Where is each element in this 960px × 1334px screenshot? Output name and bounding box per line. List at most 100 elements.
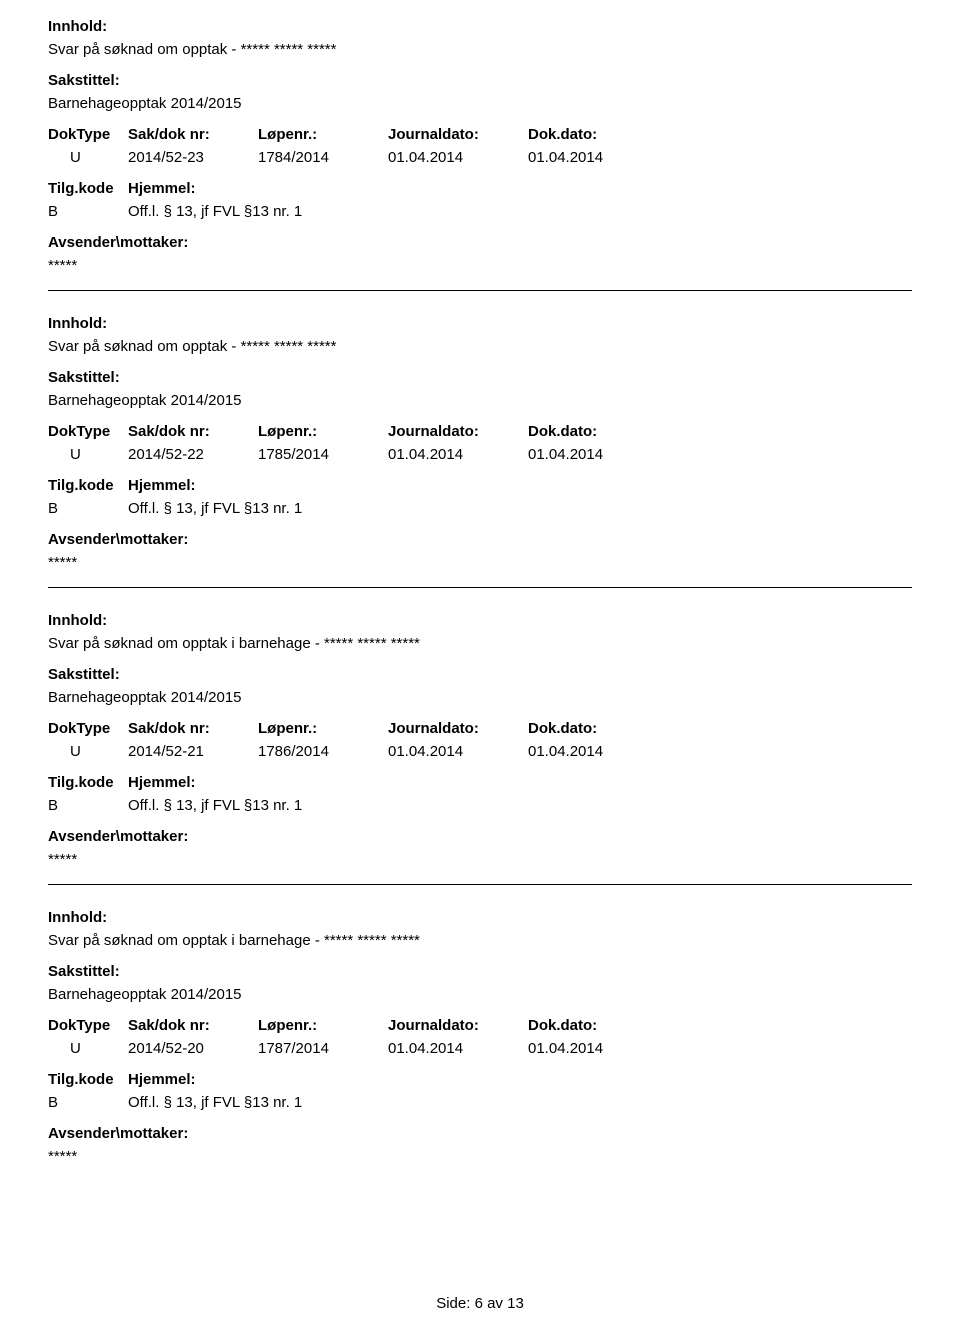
table-header-row: DokType Sak/dok nr: Løpenr.: Journaldato…	[48, 423, 912, 440]
journaldato-header: Journaldato:	[388, 1017, 528, 1034]
journaldato-value: 01.04.2014	[388, 149, 528, 166]
table-header-row: DokType Sak/dok nr: Løpenr.: Journaldato…	[48, 126, 912, 143]
journaldato-header: Journaldato:	[388, 423, 528, 440]
hjemmel-value: Off.l. § 13, jf FVL §13 nr. 1	[128, 203, 912, 220]
sakstittel-value: Barnehageopptak 2014/2015	[48, 95, 912, 112]
avsender-value: *****	[48, 1148, 912, 1165]
page-footer: Side: 6 av 13	[0, 1295, 960, 1312]
dokdato-header: Dok.dato:	[528, 423, 658, 440]
doktype-value: U	[48, 446, 128, 463]
innhold-value: Svar på søknad om opptak i barnehage - *…	[48, 635, 912, 652]
entry-divider	[48, 884, 912, 885]
table-header-row: DokType Sak/dok nr: Løpenr.: Journaldato…	[48, 1017, 912, 1034]
tilg-data-row: B Off.l. § 13, jf FVL §13 nr. 1	[48, 500, 912, 517]
sakstittel-value: Barnehageopptak 2014/2015	[48, 689, 912, 706]
innhold-value: Svar på søknad om opptak - ***** ***** *…	[48, 338, 912, 355]
dokdato-value: 01.04.2014	[528, 743, 658, 760]
footer-prefix: Side:	[436, 1295, 470, 1312]
entries-container: Innhold: Svar på søknad om opptak - ****…	[48, 18, 912, 1165]
lopenr-value: 1784/2014	[258, 149, 388, 166]
journaldato-value: 01.04.2014	[388, 446, 528, 463]
tilgkode-header: Tilg.kode	[48, 774, 128, 791]
tilg-data-row: B Off.l. § 13, jf FVL §13 nr. 1	[48, 797, 912, 814]
sakdoknr-header: Sak/dok nr:	[128, 423, 258, 440]
innhold-label: Innhold:	[48, 18, 912, 35]
avsender-value: *****	[48, 851, 912, 868]
dokdato-header: Dok.dato:	[528, 1017, 658, 1034]
dokdato-value: 01.04.2014	[528, 446, 658, 463]
table-data-row: U 2014/52-23 1784/2014 01.04.2014 01.04.…	[48, 149, 912, 166]
footer-sep: av	[487, 1295, 503, 1312]
tilgkode-value: B	[48, 500, 128, 517]
sakdoknr-value: 2014/52-21	[128, 743, 258, 760]
lopenr-header: Løpenr.:	[258, 720, 388, 737]
doktype-value: U	[48, 149, 128, 166]
dokdato-header: Dok.dato:	[528, 720, 658, 737]
innhold-value: Svar på søknad om opptak - ***** ***** *…	[48, 41, 912, 58]
doktype-header: DokType	[48, 423, 128, 440]
lopenr-value: 1785/2014	[258, 446, 388, 463]
entry-divider	[48, 587, 912, 588]
journaldato-header: Journaldato:	[388, 126, 528, 143]
table-data-row: U 2014/52-20 1787/2014 01.04.2014 01.04.…	[48, 1040, 912, 1057]
journaldato-value: 01.04.2014	[388, 743, 528, 760]
sakdoknr-header: Sak/dok nr:	[128, 1017, 258, 1034]
sakstittel-label: Sakstittel:	[48, 666, 912, 683]
journal-entry: Innhold: Svar på søknad om opptak i barn…	[48, 909, 912, 1165]
tilg-header-row: Tilg.kode Hjemmel:	[48, 477, 912, 494]
avsender-label: Avsender\mottaker:	[48, 1125, 912, 1142]
sakstittel-value: Barnehageopptak 2014/2015	[48, 986, 912, 1003]
tilgkode-header: Tilg.kode	[48, 1071, 128, 1088]
avsender-label: Avsender\mottaker:	[48, 828, 912, 845]
journal-entry: Innhold: Svar på søknad om opptak - ****…	[48, 315, 912, 588]
sakstittel-value: Barnehageopptak 2014/2015	[48, 392, 912, 409]
avsender-label: Avsender\mottaker:	[48, 531, 912, 548]
doktype-value: U	[48, 743, 128, 760]
tilgkode-header: Tilg.kode	[48, 477, 128, 494]
journal-entry: Innhold: Svar på søknad om opptak - ****…	[48, 18, 912, 291]
avsender-value: *****	[48, 554, 912, 571]
lopenr-header: Løpenr.:	[258, 423, 388, 440]
dokdato-value: 01.04.2014	[528, 1040, 658, 1057]
sakdoknr-header: Sak/dok nr:	[128, 126, 258, 143]
tilgkode-header: Tilg.kode	[48, 180, 128, 197]
lopenr-value: 1786/2014	[258, 743, 388, 760]
innhold-label: Innhold:	[48, 612, 912, 629]
doktype-header: DokType	[48, 1017, 128, 1034]
dokdato-value: 01.04.2014	[528, 149, 658, 166]
table-header-row: DokType Sak/dok nr: Løpenr.: Journaldato…	[48, 720, 912, 737]
hjemmel-value: Off.l. § 13, jf FVL §13 nr. 1	[128, 500, 912, 517]
doktype-header: DokType	[48, 126, 128, 143]
footer-total: 13	[507, 1295, 524, 1312]
tilg-header-row: Tilg.kode Hjemmel:	[48, 774, 912, 791]
doktype-header: DokType	[48, 720, 128, 737]
tilgkode-value: B	[48, 1094, 128, 1111]
sakdoknr-value: 2014/52-23	[128, 149, 258, 166]
sakstittel-label: Sakstittel:	[48, 369, 912, 386]
tilg-header-row: Tilg.kode Hjemmel:	[48, 180, 912, 197]
journal-entry: Innhold: Svar på søknad om opptak i barn…	[48, 612, 912, 885]
avsender-label: Avsender\mottaker:	[48, 234, 912, 251]
journaldato-value: 01.04.2014	[388, 1040, 528, 1057]
sakdoknr-header: Sak/dok nr:	[128, 720, 258, 737]
journaldato-header: Journaldato:	[388, 720, 528, 737]
footer-page: 6	[475, 1295, 483, 1312]
innhold-label: Innhold:	[48, 909, 912, 926]
entry-divider	[48, 290, 912, 291]
dokdato-header: Dok.dato:	[528, 126, 658, 143]
avsender-value: *****	[48, 257, 912, 274]
hjemmel-header: Hjemmel:	[128, 774, 912, 791]
tilgkode-value: B	[48, 797, 128, 814]
tilg-data-row: B Off.l. § 13, jf FVL §13 nr. 1	[48, 203, 912, 220]
hjemmel-value: Off.l. § 13, jf FVL §13 nr. 1	[128, 1094, 912, 1111]
table-data-row: U 2014/52-21 1786/2014 01.04.2014 01.04.…	[48, 743, 912, 760]
sakstittel-label: Sakstittel:	[48, 963, 912, 980]
lopenr-header: Løpenr.:	[258, 1017, 388, 1034]
tilgkode-value: B	[48, 203, 128, 220]
sakdoknr-value: 2014/52-20	[128, 1040, 258, 1057]
tilg-header-row: Tilg.kode Hjemmel:	[48, 1071, 912, 1088]
tilg-data-row: B Off.l. § 13, jf FVL §13 nr. 1	[48, 1094, 912, 1111]
lopenr-value: 1787/2014	[258, 1040, 388, 1057]
hjemmel-header: Hjemmel:	[128, 477, 912, 494]
sakstittel-label: Sakstittel:	[48, 72, 912, 89]
